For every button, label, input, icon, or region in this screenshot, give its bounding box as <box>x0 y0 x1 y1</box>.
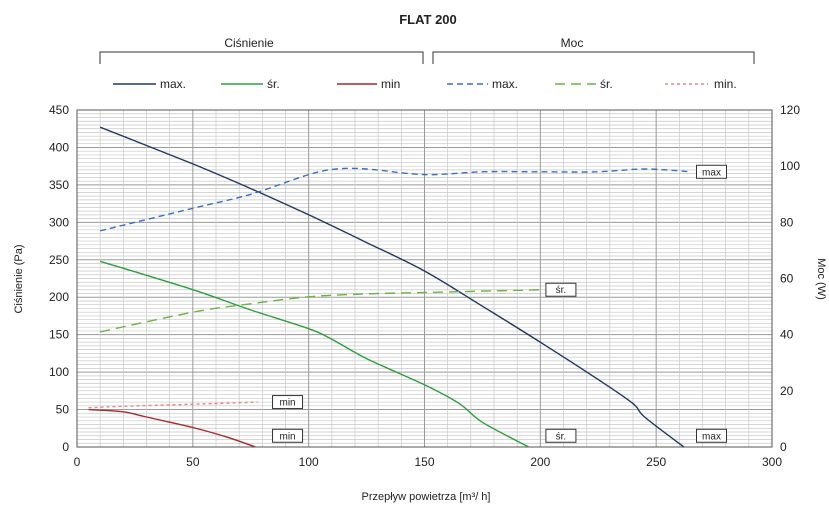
annotation-box <box>545 428 577 443</box>
annotation-label: min <box>279 398 295 409</box>
x-tick-label: 0 <box>74 455 81 469</box>
y-tick-label: 300 <box>49 215 69 229</box>
annotation-box <box>696 428 727 443</box>
y-tick-label: 150 <box>49 328 69 342</box>
legend-label: śr. <box>600 77 613 91</box>
annotation-label: max <box>702 167 721 178</box>
y2-tick-label: 80 <box>780 215 794 229</box>
y2-tick-label: 120 <box>780 103 800 117</box>
series-line-pressure-2 <box>88 408 256 448</box>
axes <box>76 109 773 448</box>
y2-tick-label: 40 <box>780 328 794 342</box>
series-line-pressure-0 <box>99 126 685 448</box>
y-tick-label: 450 <box>49 103 69 117</box>
x-tick-label: 250 <box>646 455 666 469</box>
series-line-power-4 <box>100 289 541 333</box>
annotation-box <box>696 164 727 179</box>
plot-frame <box>76 109 773 448</box>
annotation-label: śr. <box>556 285 567 296</box>
series-lines <box>88 126 691 448</box>
annotation-label: śr. <box>556 431 567 442</box>
annotation-box <box>272 395 304 410</box>
legend-brackets <box>99 51 755 64</box>
annotation-box <box>272 428 304 443</box>
x-axis-title: Przepływ powietrza [m³/ h] <box>362 491 491 503</box>
tick-labels: 0 50 100 150 200 250 3000501001502002503003504… <box>49 103 800 469</box>
y2-tick-label: 100 <box>780 159 800 173</box>
y-tick-label: 400 <box>49 140 69 154</box>
legend-label: max. <box>160 77 186 91</box>
x-tick-label: 150 <box>414 455 434 469</box>
annotation-box <box>545 282 577 297</box>
x-tick-label: 50 <box>186 455 200 469</box>
annotations: max śr. min max śr. min <box>272 164 727 443</box>
grid <box>76 109 773 448</box>
legend-group-cisnienie: Ciśnienie <box>224 36 274 50</box>
y2-tick-label: 60 <box>780 272 794 286</box>
y-axis-title: Ciśnienie (Pa) <box>13 244 25 313</box>
annotation-label: min <box>279 431 295 442</box>
legend: max. śr. min max. śr. min. <box>113 77 737 91</box>
y-tick-label: 350 <box>49 178 69 192</box>
x-tick-label: 300 <box>762 455 782 469</box>
chart-title: FLAT 200 <box>399 12 457 27</box>
legend-label: max. <box>492 77 518 91</box>
y-tick-label: 200 <box>49 290 69 304</box>
y2-axis-title: Moc (W) <box>815 258 827 300</box>
x-tick-label: 100 <box>299 455 319 469</box>
legend-label: min <box>381 77 400 91</box>
y-tick-label: 250 <box>49 253 69 267</box>
series-line-pressure-1 <box>99 260 530 448</box>
x-tick-label: 200 <box>530 455 550 469</box>
series-line-power-3 <box>100 167 691 232</box>
y-tick-label: 50 <box>56 403 70 417</box>
legend-label: min. <box>714 77 737 91</box>
y2-tick-label: 0 <box>780 440 787 454</box>
legend-label: śr. <box>267 77 280 91</box>
y2-tick-label: 20 <box>780 384 794 398</box>
y-tick-label: 0 <box>62 440 69 454</box>
series-line-power-5 <box>88 401 258 409</box>
annotation-label: max <box>702 431 721 442</box>
legend-group-moc: Moc <box>561 36 584 50</box>
y-tick-label: 100 <box>49 365 69 379</box>
